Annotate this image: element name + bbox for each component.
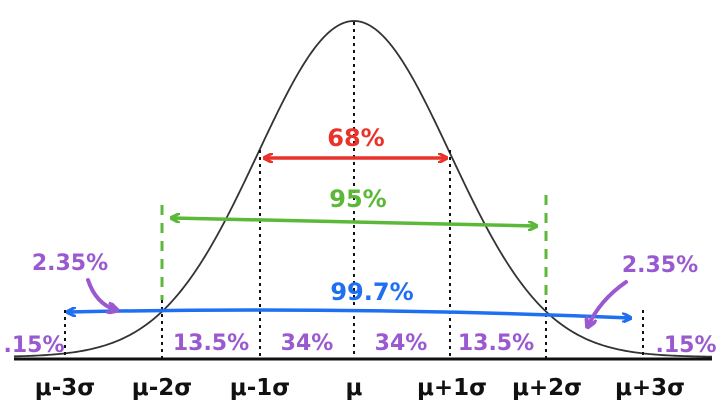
one-sigma-label: 68% [327,124,384,152]
callout-label-left: 2.35% [32,251,108,276]
three-sigma-label: 99.7% [330,278,413,306]
tick-m3: μ-3σ [35,375,95,401]
tick-p1: μ+1σ [417,375,487,401]
tick-mu: μ [346,375,363,401]
region-left-1-2: 34% [281,331,334,356]
tick-m1: μ-1σ [230,375,290,401]
region-right-1-2: 34% [375,331,428,356]
bell-curve [13,20,713,358]
region-left-2-3: 13.5% [173,331,249,356]
tick-p2: μ+2σ [512,375,582,401]
two-sigma-label: 95% [329,185,386,213]
tick-m2: μ-2σ [132,375,192,401]
callout-label-right: 2.35% [622,253,698,278]
region-tail-right: .15% [655,333,716,358]
region-right-2-3: 13.5% [458,331,534,356]
two-sigma-arrow [172,218,536,226]
tick-p3: μ+3σ [615,375,685,401]
callout-arrow-left [86,278,116,310]
three-sigma-arrow [68,310,630,318]
region-tail-left: .15% [3,333,64,358]
two-sigma-markers [160,195,548,300]
callout-arrow-right [588,280,628,326]
